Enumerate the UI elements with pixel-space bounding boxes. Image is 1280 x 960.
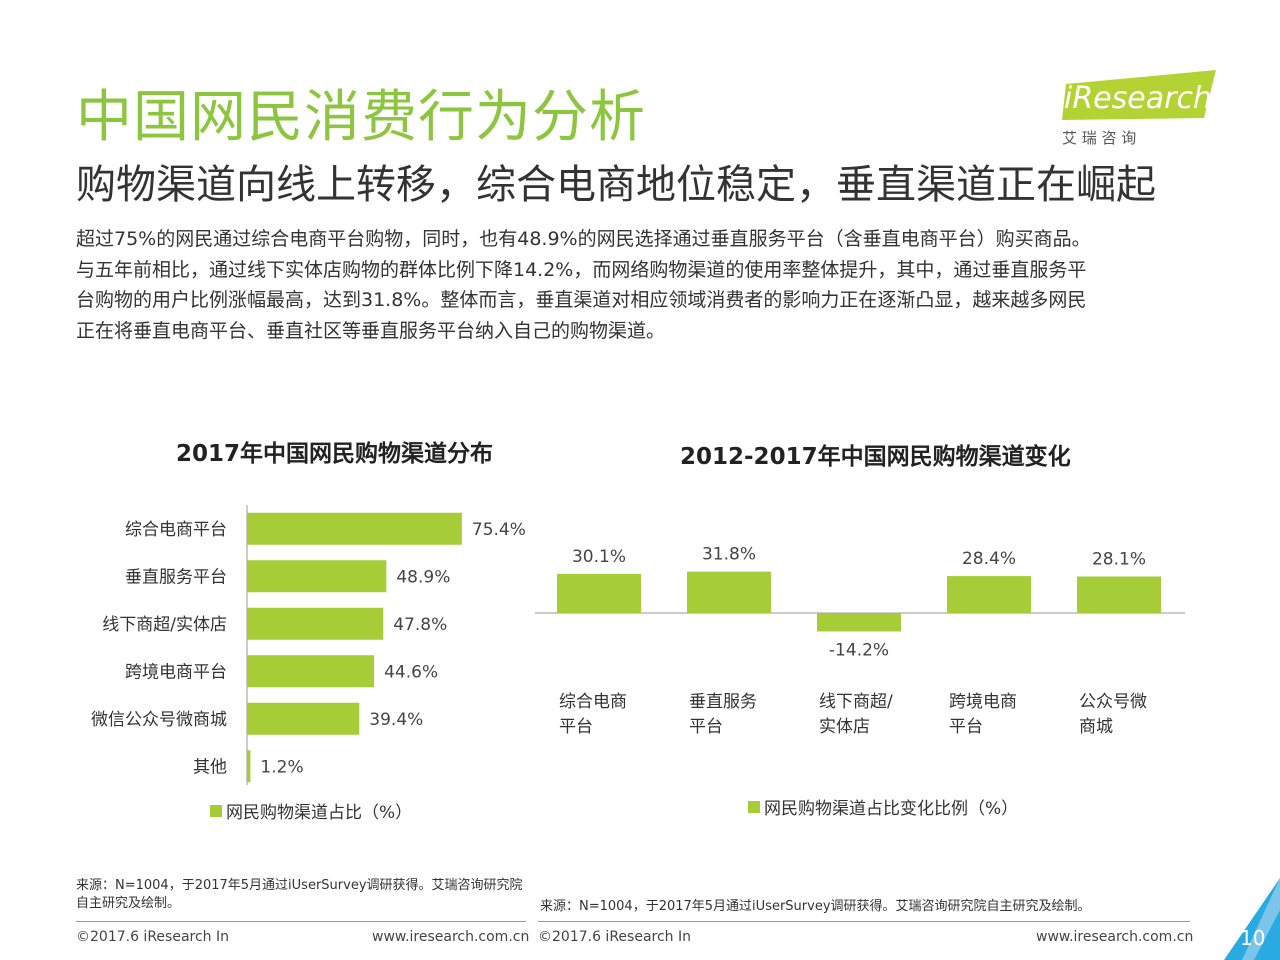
bar <box>247 607 384 640</box>
logo-brand-text: iResearch <box>1064 81 1212 116</box>
page-corner-graphic <box>1224 878 1280 960</box>
copyright-right: ©2017.6 iResearch In <box>538 929 691 945</box>
legend-swatch <box>748 800 760 813</box>
page-number: 10 <box>1240 926 1266 950</box>
logo-graphic: iResearch 艾 瑞 咨 询 <box>1062 70 1216 147</box>
copyright-left: ©2017.6 iResearch In <box>76 929 229 945</box>
footer-divider-left <box>76 921 526 922</box>
value-label: 30.1% <box>572 547 626 567</box>
logo-cn-text: 艾 瑞 咨 询 <box>1062 129 1136 147</box>
legend-distribution: 网民购物渠道占比（%） <box>210 798 412 823</box>
value-label: 75.4% <box>472 520 526 540</box>
legend-swatch <box>210 804 222 817</box>
chart-title-distribution: 2017年中国网民购物渠道分布 <box>176 441 494 467</box>
corner-triangle <box>1224 878 1280 960</box>
value-label: 47.8% <box>393 615 447 635</box>
category-label: 跨境电商平台 <box>125 662 227 682</box>
category-label: 平台 <box>949 717 983 737</box>
bar <box>557 573 641 613</box>
category-label: 其他 <box>193 757 227 777</box>
distribution-bar-chart: 综合电商平台 75.4% 垂直服务平台 48.9% 线下商超/实体店 47.8% 跨境电商平… <box>91 505 526 785</box>
legend-label: 网民购物渠道占比变化比例（%） <box>764 799 1019 819</box>
category-label: 商城 <box>1079 717 1113 737</box>
category-label: 综合电商平台 <box>125 520 227 540</box>
value-label: 31.8% <box>702 545 756 565</box>
category-label: 平台 <box>559 717 593 737</box>
category-label: 垂直服务平台 <box>125 567 227 587</box>
summary-paragraph: 超过75%的网民通过综合电商平台购物，同时，也有48.9%的网民选择通过垂直服务… <box>76 224 1226 346</box>
category-label: 微信公众号微商城 <box>91 710 227 730</box>
source-note-right: 来源：N=1004，于2017年5月通过iUserSurvey调研获得。艾瑞咨询… <box>540 899 1091 914</box>
category-label: 公众号微 <box>1079 692 1147 712</box>
corner-triangle-light <box>1242 878 1280 960</box>
chart-title-change: 2012-2017年中国网民购物渠道变化 <box>680 444 1071 470</box>
summary-line: 正在将垂直电商平台、垂直社区等垂直服务平台纳入自己的购物渠道。 <box>76 319 666 342</box>
bar <box>247 750 251 783</box>
category-label: 实体店 <box>819 717 870 737</box>
value-label: 28.1% <box>1092 549 1146 569</box>
bar <box>247 655 375 688</box>
category-label: 综合电商 <box>559 692 627 712</box>
legend-label: 网民购物渠道占比（%） <box>226 803 413 823</box>
bar <box>947 576 1031 613</box>
iresearch-logo: iResearch 艾 瑞 咨 询 <box>1058 70 1218 150</box>
page-title: 中国网民消费行为分析 <box>76 85 646 150</box>
site-link-left[interactable]: www.iresearch.com.cn <box>372 929 530 945</box>
summary-line: 超过75%的网民通过综合电商平台购物，同时，也有48.9%的网民选择通过垂直服务… <box>76 228 1091 250</box>
page-subtitle: 购物渠道向线上转移，综合电商地位稳定，垂直渠道正在崛起 <box>76 162 1156 208</box>
site-link-right[interactable]: www.iresearch.com.cn <box>1036 929 1194 945</box>
summary-line: 与五年前相比，通过线下实体店购物的群体比例下降14.2%，而网络购物渠道的使用率… <box>76 258 1087 281</box>
summary-line: 台购物的用户比例涨幅最高，达到31.8%。整体而言，垂直渠道对相应领域消费者的影… <box>76 289 1087 311</box>
category-label: 跨境电商 <box>949 692 1017 712</box>
footer-divider-right <box>538 921 1190 922</box>
bar <box>247 702 360 735</box>
value-label: 1.2% <box>260 757 303 777</box>
bar <box>1077 576 1161 613</box>
bar <box>687 571 771 613</box>
bar <box>247 560 387 593</box>
value-label: 48.9% <box>396 567 450 587</box>
bar <box>247 512 462 545</box>
category-label: 平台 <box>689 717 723 737</box>
category-label: 线下商超/实体店 <box>102 615 227 635</box>
value-label: -14.2% <box>829 640 889 660</box>
logo-banner-shape <box>1062 70 1216 120</box>
change-bar-chart: 30.1% 综合电商平台 31.8% 垂直服务平台 -14.2% 线下商超/实体店 28.4… <box>535 545 1185 737</box>
value-label: 28.4% <box>962 549 1016 569</box>
value-label: 44.6% <box>384 662 438 682</box>
category-label: 垂直服务 <box>689 692 757 712</box>
bar <box>817 613 901 632</box>
source-note-left: 来源：N=1004，于2017年5月通过iUserSurvey调研获得。艾瑞咨询… <box>76 878 523 911</box>
value-label: 39.4% <box>369 710 423 730</box>
category-label: 线下商超/ <box>819 692 893 712</box>
legend-change: 网民购物渠道占比变化比例（%） <box>748 794 1018 819</box>
